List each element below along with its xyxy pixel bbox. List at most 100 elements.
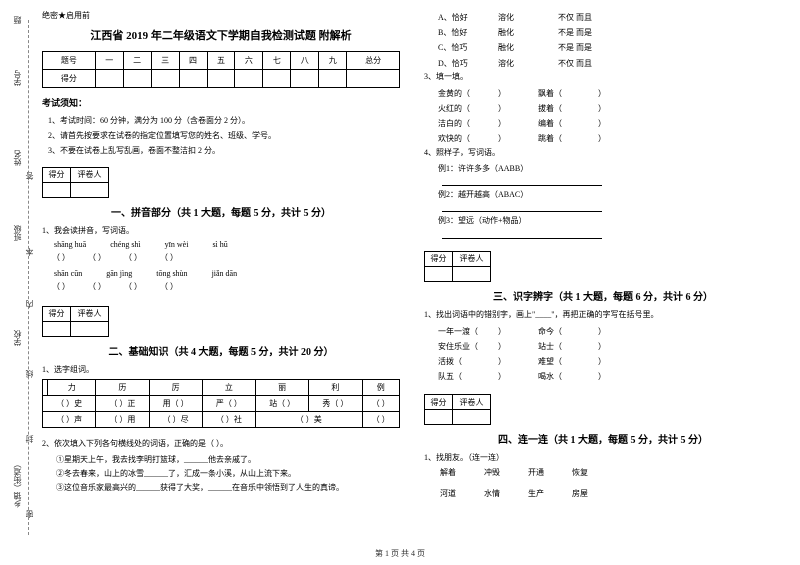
answer-blank[interactable]: （ ）	[88, 281, 106, 292]
fill-blank[interactable]: ）	[498, 324, 538, 339]
side-label: 密	[24, 510, 35, 518]
pinyin-row: shān cūn gān jìng tōng shùn jiǎn dān	[42, 269, 400, 278]
fill-blank[interactable]: ）	[598, 354, 638, 369]
match-word[interactable]: 冲毁	[484, 467, 500, 478]
question-sub: ③这位音乐家最高兴的______获得了大奖，______在音乐中领悟到了人生的真…	[42, 481, 400, 495]
answer-blank[interactable]: （ ）	[88, 252, 106, 263]
option-row[interactable]: B、恰好 融化 不是 而是	[424, 25, 782, 40]
match-word[interactable]: 生产	[528, 488, 544, 499]
score-cell[interactable]	[263, 70, 291, 88]
fill-blank[interactable]: ）	[598, 324, 638, 339]
option-row[interactable]: C、恰巧 融化 不是 而是	[424, 40, 782, 55]
score-cell[interactable]	[179, 70, 207, 88]
fill-blank[interactable]: ）	[498, 354, 538, 369]
notice-item: 2、请首先按要求在试卷的指定位置填写您的姓名、班级、学号。	[48, 128, 400, 143]
side-label: 答	[24, 172, 35, 180]
fill-blank[interactable]: ）	[598, 131, 638, 146]
grader-cell[interactable]	[453, 410, 491, 425]
fill-blank[interactable]: ）	[598, 369, 638, 384]
word-item: 命今（	[538, 324, 598, 339]
match-word[interactable]: 房屋	[572, 488, 588, 499]
grader-table: 得分 评卷人	[424, 251, 491, 282]
answer-blank[interactable]: （ ）	[52, 252, 70, 263]
answer-blank[interactable]: （ ）	[124, 252, 142, 263]
score-cell[interactable]	[235, 70, 263, 88]
grader-cell[interactable]	[71, 321, 109, 336]
example-text: 例2：越开越高（ABAC）	[424, 188, 782, 202]
char-cell[interactable]: （ ）用	[96, 411, 149, 427]
match-word[interactable]: 河道	[440, 488, 456, 499]
char-cell: 厉	[149, 379, 202, 395]
fill-blank[interactable]: ）	[498, 131, 538, 146]
grader-cell[interactable]	[453, 266, 491, 281]
char-cell[interactable]: （ ）	[362, 411, 400, 427]
answer-line[interactable]	[442, 202, 602, 212]
grader-cell[interactable]	[43, 182, 71, 197]
fill-label: 洁白的（	[438, 116, 498, 131]
fill-label: 编着（	[538, 116, 598, 131]
answer-blank[interactable]: （ ）	[160, 281, 178, 292]
char-cell[interactable]: （ ）声	[43, 411, 96, 427]
char-cell[interactable]: （ ）尽	[149, 411, 202, 427]
match-word[interactable]: 水情	[484, 488, 500, 499]
option-word: 融化	[498, 40, 558, 55]
answer-line[interactable]	[442, 229, 602, 239]
char-cell: 例	[362, 379, 400, 395]
fill-blank[interactable]: ）	[598, 339, 638, 354]
score-table: 题号 一 二 三 四 五 六 七 八 九 总分 得分	[42, 51, 400, 88]
score-cell[interactable]	[291, 70, 319, 88]
answer-blank[interactable]: （ ）	[160, 252, 178, 263]
answer-row: （ ） （ ） （ ） （ ）	[42, 281, 400, 292]
grader-cell[interactable]	[71, 182, 109, 197]
fill-blank[interactable]: ）	[498, 116, 538, 131]
match-word[interactable]: 开通	[528, 467, 544, 478]
question-text: 2、依次填入下列各句横线处的词语，正确的是（ ）。	[42, 438, 400, 449]
score-header: 九	[319, 52, 347, 70]
fill-blank[interactable]: ）	[598, 101, 638, 116]
answer-blank[interactable]: （ ）	[52, 281, 70, 292]
word-item: 活拨（	[438, 354, 498, 369]
question-text: 1、选字组词。	[42, 364, 400, 375]
char-cell[interactable]: 站（ ）	[256, 395, 309, 411]
side-label: 封	[24, 435, 35, 443]
fill-row: 队五（ ） 喝水（ ）	[424, 369, 782, 384]
side-label: 班级	[12, 225, 23, 241]
example-label: 例3：望远（动作+物品）	[438, 216, 527, 225]
char-cell[interactable]: （ ）美	[256, 411, 363, 427]
fill-blank[interactable]: ）	[498, 339, 538, 354]
answer-blank[interactable]: （ ）	[124, 281, 142, 292]
score-cell[interactable]	[207, 70, 235, 88]
char-cell[interactable]: （ ）正	[96, 395, 149, 411]
score-cell[interactable]	[151, 70, 179, 88]
match-word[interactable]: 解着	[440, 467, 456, 478]
answer-line[interactable]	[442, 176, 602, 186]
grader-cell[interactable]	[43, 321, 71, 336]
char-cell[interactable]: 用（ ）	[149, 395, 202, 411]
fill-label: 飘着（	[538, 86, 598, 101]
option-row[interactable]: A、恰好 溶化 不仅 而且	[424, 10, 782, 25]
fill-row: 金黄的（ ） 飘着（ ）	[424, 86, 782, 101]
char-cell: 历	[96, 379, 149, 395]
section-4-title: 四、连一连（共 1 大题，每题 5 分，共计 5 分）	[424, 431, 782, 446]
option-row[interactable]: D、恰巧 溶化 不仅 而且	[424, 56, 782, 71]
grader-cell[interactable]	[425, 410, 453, 425]
fill-blank[interactable]: ）	[498, 101, 538, 116]
score-row-label: 得分	[43, 70, 96, 88]
char-cell[interactable]: 严（ ）	[202, 395, 255, 411]
score-cell[interactable]	[319, 70, 347, 88]
fill-blank[interactable]: ）	[598, 86, 638, 101]
fill-blank[interactable]: ）	[498, 369, 538, 384]
char-cell[interactable]: （ ）	[362, 395, 400, 411]
char-cell[interactable]: （ ）社	[202, 411, 255, 427]
char-cell[interactable]: （ ）史	[43, 395, 96, 411]
fill-blank[interactable]: ）	[498, 86, 538, 101]
fill-blank[interactable]: ）	[598, 116, 638, 131]
option-word: 不是 而是	[558, 25, 618, 40]
score-cell[interactable]	[95, 70, 123, 88]
grader-cell[interactable]	[425, 266, 453, 281]
score-cell[interactable]	[347, 70, 400, 88]
match-word[interactable]: 恢复	[572, 467, 588, 478]
score-cell[interactable]	[123, 70, 151, 88]
pinyin: sì hū	[212, 240, 227, 249]
char-cell[interactable]: 秀（ ）	[309, 395, 362, 411]
